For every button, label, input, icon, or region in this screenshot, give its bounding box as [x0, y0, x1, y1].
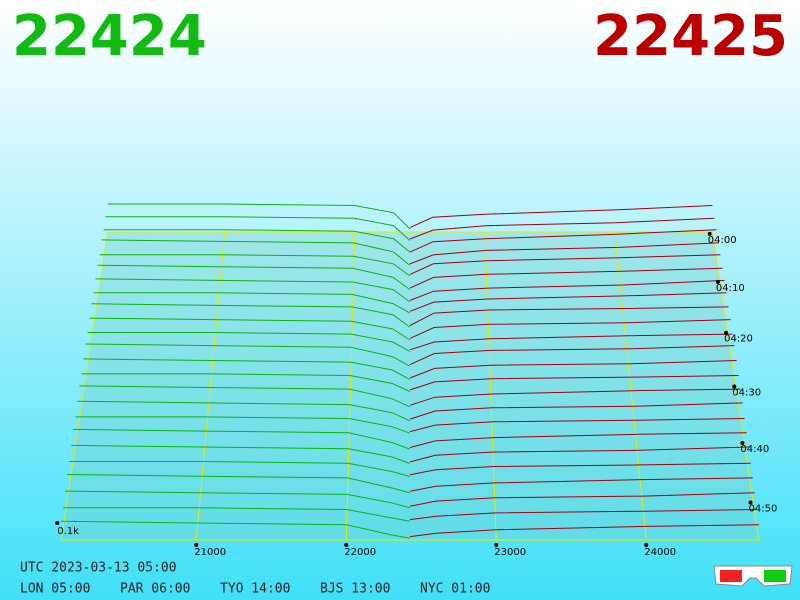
ask-depth-line [409, 319, 731, 339]
ask-depth-line [409, 254, 721, 275]
ask-depth-line [409, 492, 755, 507]
ask-depth-line [409, 418, 745, 433]
ask-depth-line [409, 229, 717, 253]
bid-depth-line [77, 400, 411, 422]
ask-depth-line [409, 446, 749, 463]
time-tick [740, 441, 745, 446]
3d-glasses-icon[interactable] [713, 565, 793, 587]
bid-depth-line [83, 358, 411, 381]
price-tick [494, 543, 499, 547]
city-clock: LON 05:00 [20, 582, 90, 597]
city-clock: PAR 06:00 [120, 582, 190, 597]
bid-depth-line [67, 474, 411, 494]
depth-tick [55, 521, 60, 525]
ask-depth-line [409, 462, 751, 476]
ask-depth-line [409, 242, 719, 265]
time-tick-label: 04:20 [724, 334, 753, 345]
bid-depth-line [95, 278, 411, 303]
time-tick-label: 04:30 [732, 387, 761, 398]
price-tick [194, 543, 199, 547]
ask-depth-line [409, 217, 715, 240]
ask-depth-line [409, 375, 739, 391]
ask-depth-line [409, 388, 741, 406]
city-clock: BJS 13:00 [320, 582, 390, 597]
price-grid-line [484, 231, 497, 541]
ask-depth-line [409, 267, 723, 289]
ask-depth-line [409, 402, 743, 420]
price-tick-label: 21000 [194, 547, 226, 558]
ask-depth-line [409, 279, 725, 301]
bid-depth-line [63, 507, 410, 522]
bid-depth-line [99, 254, 411, 277]
city-clock: TYO 14:00 [220, 582, 290, 597]
bid-depth-line [61, 520, 410, 539]
price-grid-line [614, 231, 647, 541]
depth-tick-label: 0.1k [57, 526, 79, 537]
price-tick [344, 543, 349, 547]
ask-depth-line [409, 292, 727, 312]
time-tick-label: 04:00 [708, 235, 737, 246]
bid-depth-line [87, 332, 411, 352]
ask-depth-line [409, 524, 759, 538]
red-lens [720, 570, 742, 582]
price-grid-line [345, 231, 356, 541]
ask-depth-line [409, 333, 733, 351]
bid-depth-line [105, 216, 411, 241]
bid-depth-line [97, 264, 411, 291]
floor [60, 231, 760, 541]
bid-depth-line [93, 292, 411, 314]
time-tick [707, 231, 712, 236]
price-tick-label: 24000 [644, 547, 676, 558]
ask-depth-line [409, 306, 729, 326]
bid-depth-line [69, 461, 411, 477]
utc-time: UTC 2023-03-13 05:00 [20, 561, 177, 576]
price-tick-label: 23000 [494, 547, 526, 558]
clocks: LON 05:00 PAR 06:00 TYO 14:00 BJS 13:00 NYC … [20, 582, 490, 597]
time-tick [748, 500, 753, 505]
bid-depth-line [73, 428, 411, 450]
price-grid-line [195, 231, 226, 541]
bid-depth-line [81, 373, 411, 392]
ask-price: 22425 [593, 4, 788, 69]
bid-depth-line [101, 239, 411, 266]
time-tick-label: 04:40 [740, 444, 769, 455]
bid-price: 22424 [12, 4, 207, 69]
bid-depth-line [91, 303, 411, 328]
ask-depth-line [409, 477, 753, 492]
price-tick-label: 22000 [344, 547, 376, 558]
bid-depth-line [65, 490, 411, 509]
ask-depth-line [409, 509, 757, 521]
bid-depth-line [75, 416, 411, 434]
green-lens [764, 570, 786, 582]
bid-depth-line [89, 317, 411, 341]
bid-depth-line [79, 385, 411, 408]
ask-depth-line [409, 360, 737, 379]
bid-depth-line [103, 229, 411, 253]
time-tick [724, 330, 729, 335]
ask-depth-line [409, 432, 747, 448]
time-tick-label: 04:10 [716, 283, 745, 294]
bid-depth-line [85, 343, 411, 367]
time-tick [715, 279, 720, 284]
time-tick-label: 04:50 [749, 503, 778, 514]
price-tick [644, 543, 649, 547]
plot: 21000 22000 23000 24000 0.1k 04:00 04:10 04:20 0… [55, 203, 778, 558]
bid-depth-line [71, 444, 411, 464]
ask-depth-line [409, 205, 713, 229]
time-tick [732, 384, 737, 389]
ask-depth-line [409, 345, 735, 366]
bid-depth-line [107, 203, 411, 230]
city-clock: NYC 01:00 [420, 582, 490, 597]
